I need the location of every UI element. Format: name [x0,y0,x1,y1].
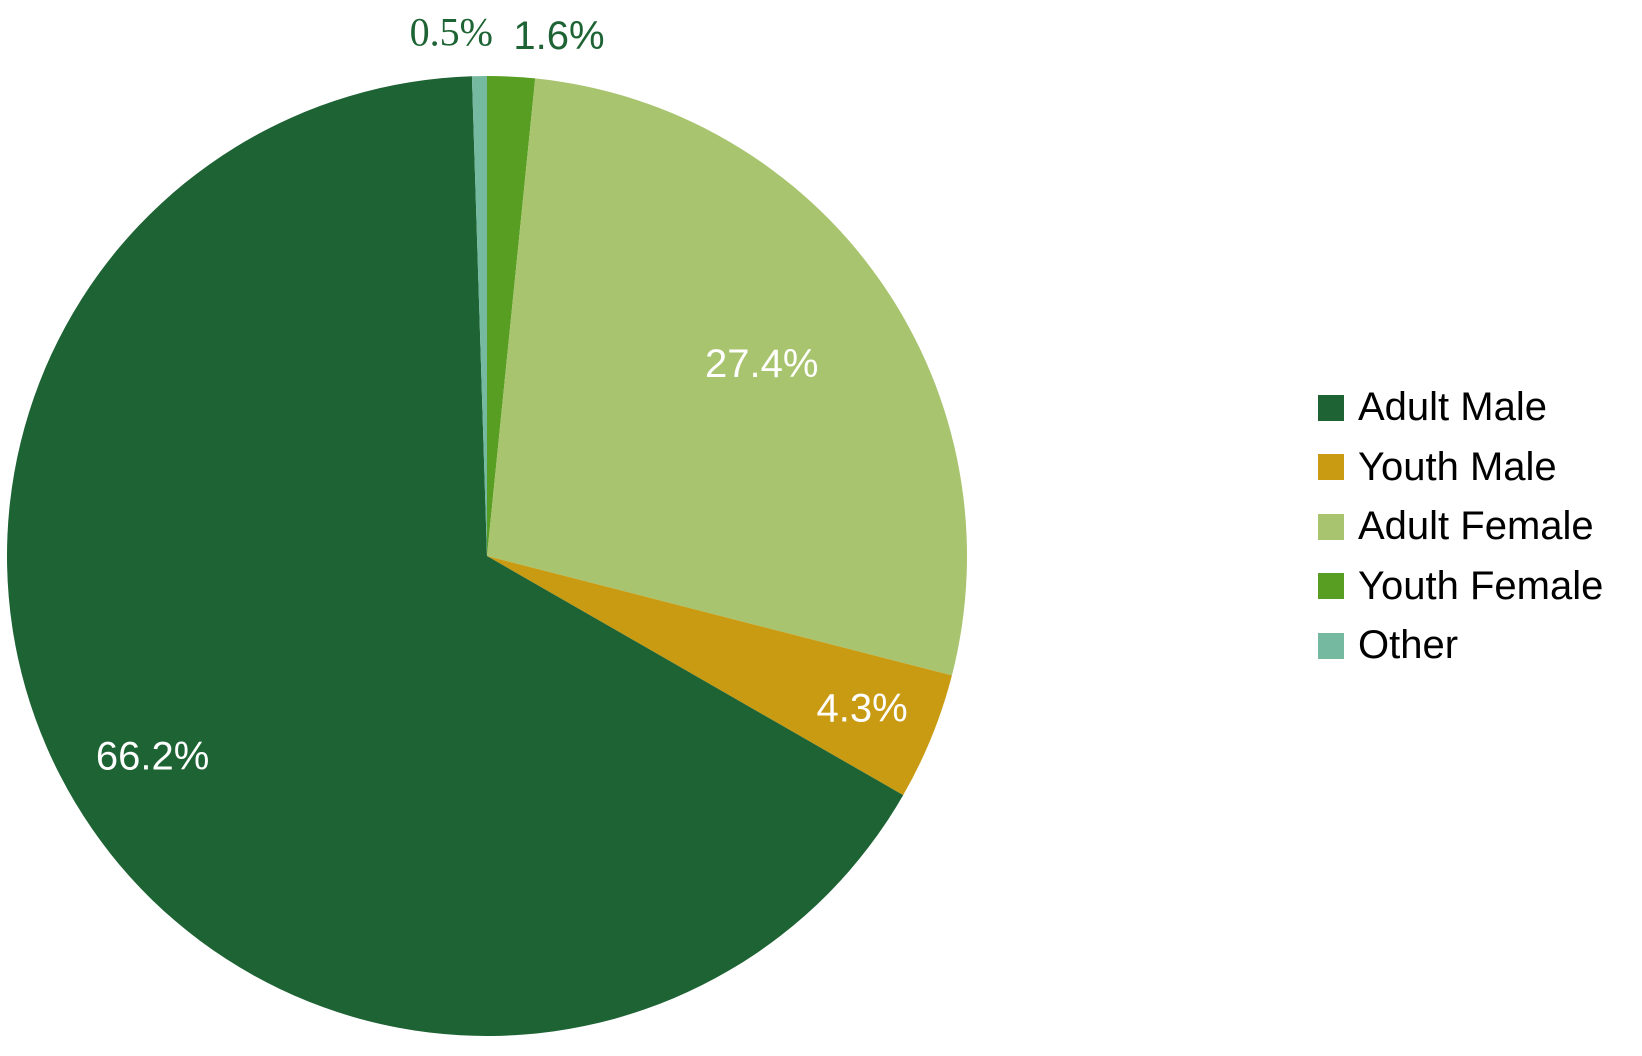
legend-swatch-adult-male [1318,394,1344,421]
legend-item-youth-male: Youth Male [1318,438,1603,498]
data-label-adult-female: 27.4% [705,342,818,386]
data-label-other: 0.5% [410,10,493,55]
pie-slice-youth-female [487,76,536,556]
data-label-adult-male: 66.2% [96,735,209,779]
legend-swatch-youth-male [1318,454,1344,481]
legend-label-youth-male: Youth Male [1358,444,1557,489]
pie-slices [6,76,968,1037]
legend-item-youth-female: Youth Female [1318,557,1603,617]
legend-label-youth-female: Youth Female [1358,563,1604,608]
legend-swatch-other [1318,632,1344,659]
legend-label-other: Other [1358,623,1459,668]
pie-slice-other [471,76,487,556]
pie-slice-adult-female [487,78,968,676]
legend-label-adult-female: Adult Female [1358,504,1594,549]
legend-item-other: Other [1318,616,1603,676]
pie-slice-adult-male [6,76,904,1037]
legend-item-adult-male: Adult Male [1318,378,1603,438]
data-label-youth-female: 1.6% [513,14,604,58]
legend-swatch-adult-female [1318,513,1344,540]
legend-swatch-youth-female [1318,573,1344,600]
legend-item-adult-female: Adult Female [1318,497,1603,557]
legend: Adult Male Youth Male Adult Female Youth Fe… [1318,378,1603,676]
data-label-youth-male: 4.3% [817,687,908,731]
legend-label-adult-male: Adult Male [1358,385,1547,430]
pie-slice-youth-male [487,556,952,796]
pie-data-labels: 1.6% 27.4% 4.3% 66.2% 0.5% [96,10,908,779]
